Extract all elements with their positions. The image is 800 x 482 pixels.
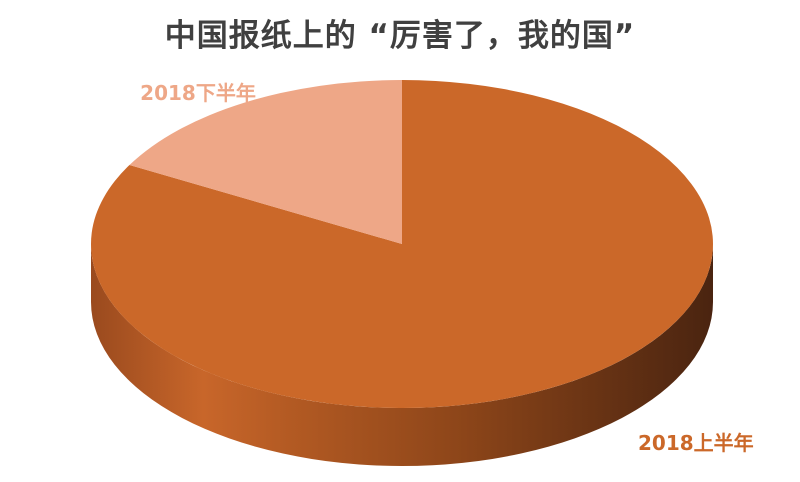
chart-title: 中国报纸上的 “厉害了，我的国” <box>164 18 636 54</box>
pie-top <box>90 80 713 409</box>
slice-label: 2018上半年 <box>638 431 754 455</box>
pie-slice <box>90 80 713 409</box>
pie-labels: 2018上半年 2018下半年 <box>140 81 754 455</box>
pie-side-wall <box>91 244 713 466</box>
slice-label: 2018下半年 <box>140 81 256 105</box>
pie-slice <box>129 80 402 244</box>
pie-side-face <box>91 244 713 466</box>
